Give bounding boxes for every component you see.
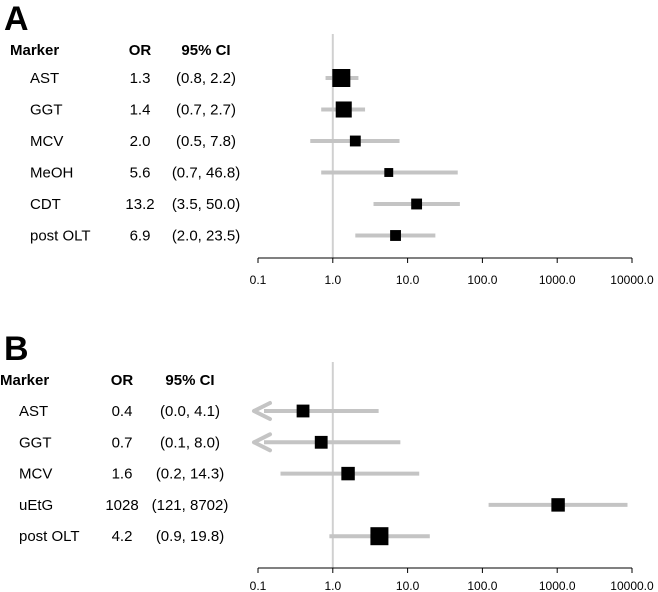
point-estimate-marker bbox=[296, 404, 310, 418]
column-header-or: OR bbox=[111, 372, 134, 389]
row-odds-ratio: 4.2 bbox=[112, 528, 133, 545]
row-marker-name: AST bbox=[30, 70, 59, 87]
row-marker-name: GGT bbox=[19, 434, 52, 451]
column-header-ci: 95% CI bbox=[165, 372, 214, 389]
row-marker-name: CDT bbox=[30, 196, 61, 213]
row-confidence-interval: (2.0, 23.5) bbox=[172, 228, 240, 245]
row-odds-ratio: 1.3 bbox=[130, 70, 151, 87]
x-axis-tick-label: 10.0 bbox=[396, 579, 420, 592]
row-odds-ratio: 2.0 bbox=[130, 133, 151, 150]
point-estimate-marker bbox=[341, 466, 355, 481]
row-confidence-interval: (0.7, 46.8) bbox=[172, 165, 240, 182]
column-header-ci: 95% CI bbox=[181, 42, 230, 59]
point-estimate-marker bbox=[335, 101, 352, 118]
panel-label: B bbox=[4, 330, 29, 368]
ci-lower-arrow bbox=[252, 401, 272, 421]
row-marker-name: MCV bbox=[19, 466, 52, 483]
point-estimate-marker bbox=[384, 168, 394, 177]
row-odds-ratio: 6.9 bbox=[130, 228, 151, 245]
point-estimate-marker bbox=[411, 198, 423, 210]
x-axis-tick-label: 10000.0 bbox=[610, 273, 654, 287]
x-axis-tick-label: 1.0 bbox=[324, 273, 341, 287]
row-confidence-interval: (0.2, 14.3) bbox=[156, 466, 224, 483]
x-axis-tick-label: 10.0 bbox=[396, 273, 420, 287]
row-confidence-interval: (0.1, 8.0) bbox=[160, 434, 220, 451]
row-odds-ratio: 1.4 bbox=[130, 102, 151, 119]
row-confidence-interval: (0.8, 2.2) bbox=[176, 70, 236, 87]
x-axis-tick-label: 0.1 bbox=[250, 579, 267, 592]
point-estimate-marker bbox=[349, 135, 361, 147]
row-confidence-interval: (0.0, 4.1) bbox=[160, 403, 220, 420]
row-marker-name: MeOH bbox=[30, 165, 73, 182]
row-confidence-interval: (121, 8702) bbox=[152, 497, 229, 514]
row-confidence-interval: (3.5, 50.0) bbox=[172, 196, 240, 213]
column-header-or: OR bbox=[129, 42, 152, 59]
row-marker-name: post OLT bbox=[19, 528, 80, 545]
point-estimate-marker bbox=[370, 527, 389, 546]
x-axis-tick-label: 1000.0 bbox=[539, 579, 576, 592]
x-axis-tick-label: 1.0 bbox=[324, 579, 341, 592]
point-estimate-marker bbox=[332, 69, 351, 87]
x-axis-tick-label: 10000.0 bbox=[610, 579, 654, 592]
point-estimate-marker bbox=[551, 498, 565, 512]
x-axis-tick-label: 0.1 bbox=[250, 273, 267, 287]
row-odds-ratio: 1028 bbox=[105, 497, 138, 514]
row-marker-name: AST bbox=[19, 403, 48, 420]
ci-lower-arrow bbox=[252, 432, 272, 453]
row-marker-name: uEtG bbox=[19, 497, 53, 514]
x-axis-tick-label: 100.0 bbox=[467, 579, 497, 592]
x-axis-tick-label: 100.0 bbox=[467, 273, 497, 287]
row-odds-ratio: 13.2 bbox=[125, 196, 154, 213]
row-marker-name: GGT bbox=[30, 102, 63, 119]
row-odds-ratio: 1.6 bbox=[112, 466, 133, 483]
row-confidence-interval: (0.5, 7.8) bbox=[176, 133, 236, 150]
column-header-marker: Marker bbox=[0, 372, 49, 389]
column-header-marker: Marker bbox=[10, 42, 59, 59]
row-marker-name: post OLT bbox=[30, 228, 91, 245]
row-odds-ratio: 0.4 bbox=[112, 403, 133, 420]
x-axis-tick-label: 1000.0 bbox=[539, 273, 576, 287]
row-odds-ratio: 5.6 bbox=[130, 165, 151, 182]
row-confidence-interval: (0.9, 19.8) bbox=[156, 528, 224, 545]
row-confidence-interval: (0.7, 2.7) bbox=[176, 102, 236, 119]
panel-label: A bbox=[4, 0, 29, 38]
point-estimate-marker bbox=[314, 435, 328, 449]
row-odds-ratio: 0.7 bbox=[112, 434, 133, 451]
point-estimate-marker bbox=[390, 230, 401, 241]
row-marker-name: MCV bbox=[30, 133, 63, 150]
